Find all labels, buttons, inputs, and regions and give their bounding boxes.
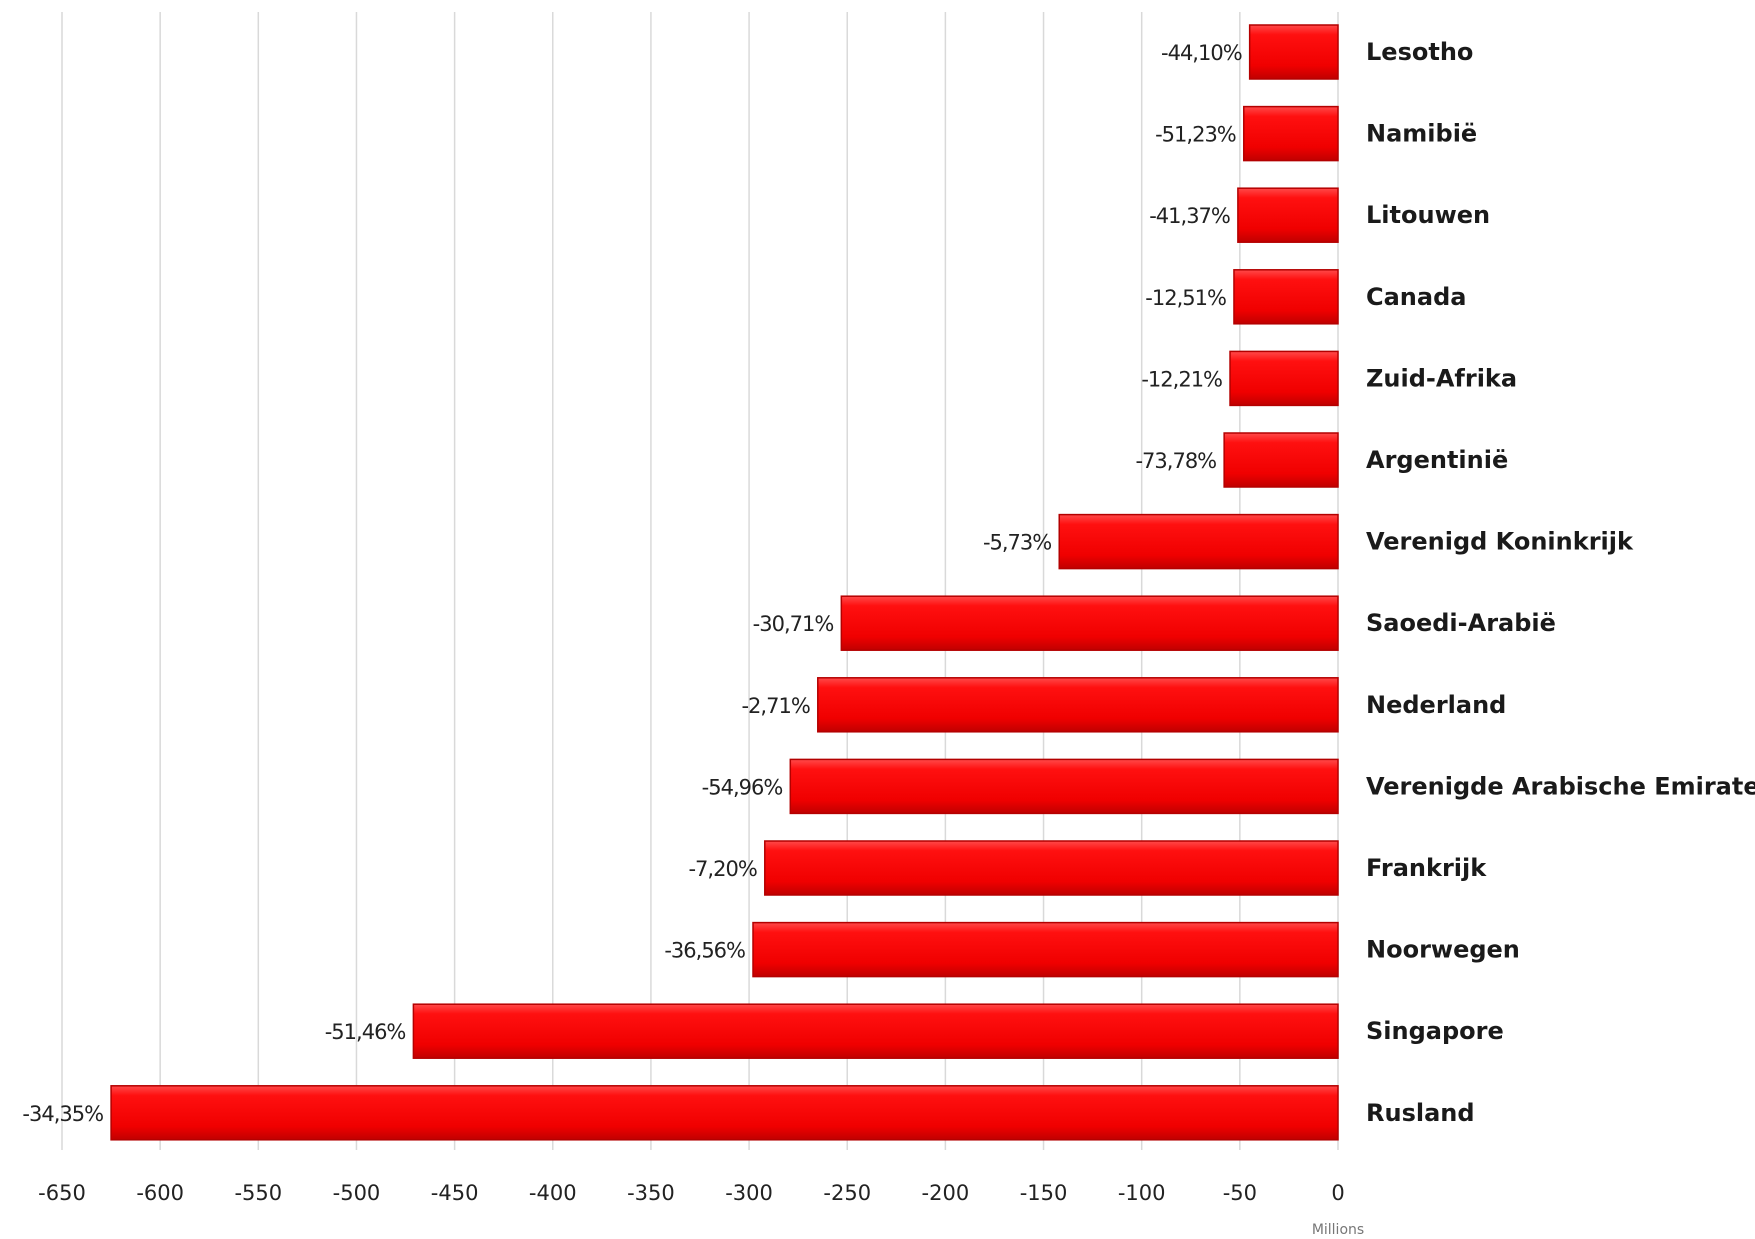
bar bbox=[1248, 24, 1339, 80]
bar bbox=[1229, 350, 1339, 407]
x-axis-ticks: -650 -600 -550 -500 -450 -400 -350 -300 -250 -200… bbox=[38, 1181, 1345, 1205]
category-label: Canada bbox=[1366, 283, 1466, 311]
bar bbox=[764, 840, 1339, 896]
x-tick-label: -450 bbox=[431, 1181, 479, 1205]
x-tick-label: -600 bbox=[136, 1181, 184, 1205]
category-label: Argentinië bbox=[1366, 446, 1508, 474]
category-label: Nederland bbox=[1366, 691, 1506, 719]
data-label: -34,35% bbox=[22, 1102, 103, 1126]
bar bbox=[789, 758, 1339, 815]
bar bbox=[840, 595, 1339, 651]
bar bbox=[1058, 513, 1339, 570]
data-label: -7,20% bbox=[688, 857, 756, 881]
category-label: Saoedi-Arabië bbox=[1366, 609, 1556, 637]
x-tick-label: -150 bbox=[1020, 1181, 1068, 1205]
data-label: -44,10% bbox=[1161, 41, 1242, 65]
x-tick-label: -100 bbox=[1118, 1181, 1166, 1205]
data-label: -51,23% bbox=[1155, 123, 1236, 147]
x-tick-label: -650 bbox=[38, 1181, 86, 1205]
x-tick-label: 0 bbox=[1331, 1181, 1344, 1205]
gridlines bbox=[61, 12, 1339, 1150]
data-label: -5,73% bbox=[983, 531, 1051, 555]
category-label: Lesotho bbox=[1366, 38, 1473, 66]
bars bbox=[110, 24, 1339, 1141]
x-tick-label: -200 bbox=[922, 1181, 970, 1205]
data-label: -41,37% bbox=[1149, 204, 1230, 228]
data-label: -12,21% bbox=[1141, 367, 1222, 391]
x-tick-label: -300 bbox=[725, 1181, 773, 1205]
data-label: -2,71% bbox=[741, 694, 809, 718]
x-tick-label: -50 bbox=[1223, 1181, 1257, 1205]
data-label: -12,51% bbox=[1145, 286, 1226, 310]
x-tick-label: -350 bbox=[627, 1181, 675, 1205]
data-label: -51,46% bbox=[325, 1020, 406, 1044]
category-label: Frankrijk bbox=[1366, 854, 1487, 882]
bar bbox=[817, 677, 1339, 733]
data-labels: -44,10% -51,23% -41,37% -12,51% -12,21% -73,7… bbox=[22, 41, 1242, 1126]
bar bbox=[1233, 269, 1339, 325]
category-label: Noorwegen bbox=[1366, 936, 1520, 964]
category-label: Singapore bbox=[1366, 1017, 1504, 1045]
data-label: -30,71% bbox=[753, 612, 834, 636]
x-tick-label: -550 bbox=[234, 1181, 282, 1205]
bar bbox=[412, 1003, 1339, 1059]
category-label: Verenigde Arabische Emiraten bbox=[1366, 772, 1755, 800]
bar bbox=[752, 921, 1339, 978]
category-label: Litouwen bbox=[1366, 201, 1490, 229]
x-tick-label: -250 bbox=[823, 1181, 871, 1205]
category-label: Rusland bbox=[1366, 1099, 1475, 1127]
bar bbox=[1237, 187, 1339, 243]
bar bbox=[1243, 105, 1339, 162]
category-label: Namibië bbox=[1366, 120, 1477, 148]
category-label: Verenigd Koninkrijk bbox=[1366, 528, 1634, 556]
x-axis-unit-label: Millions bbox=[1312, 1222, 1364, 1238]
category-label: Zuid-Afrika bbox=[1366, 364, 1517, 392]
bar bbox=[1223, 432, 1339, 488]
data-label: -54,96% bbox=[702, 775, 783, 799]
data-label: -36,56% bbox=[664, 939, 745, 963]
bar bbox=[110, 1085, 1339, 1141]
x-tick-label: -400 bbox=[529, 1181, 577, 1205]
data-label: -73,78% bbox=[1135, 449, 1216, 473]
category-labels: Lesotho Namibië Litouwen Canada Zuid-Afrika A… bbox=[1366, 38, 1755, 1127]
x-tick-label: -500 bbox=[333, 1181, 381, 1205]
